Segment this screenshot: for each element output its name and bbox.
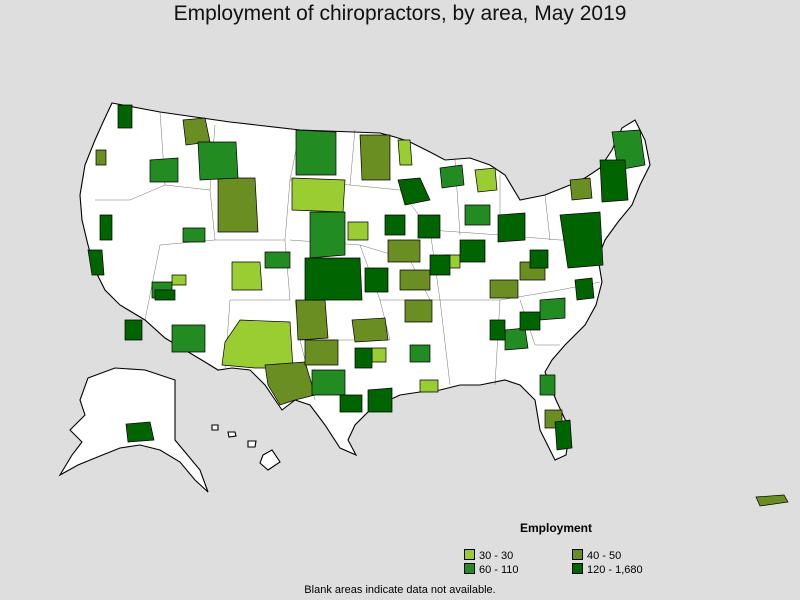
area [504,327,529,351]
area [419,379,439,393]
area [489,319,506,341]
area [347,221,369,241]
area [399,269,431,291]
area [539,374,556,396]
area [387,239,421,263]
area [295,129,337,176]
area [519,311,541,331]
hawaii-maui [247,440,257,448]
legend-item-120-1680: 120 - 1,680 [572,563,643,576]
area [154,289,176,301]
area [574,277,595,301]
area [124,319,143,341]
area [221,319,294,369]
area [125,421,155,443]
area [171,274,187,286]
footnote: Blank areas indicate data not available. [304,584,496,596]
area [599,159,629,203]
area [554,419,573,451]
area [559,211,604,269]
area [309,211,346,259]
legend-label: 120 - 1,680 [587,564,643,576]
legend-swatch [572,549,583,560]
legend-label: 60 - 110 [479,564,519,576]
legend-title: Employment [520,521,593,535]
area [474,167,498,193]
area [464,204,491,226]
area [417,214,441,239]
area [569,177,593,201]
area [409,344,431,363]
area [371,347,387,363]
area [384,214,406,236]
area [182,227,206,243]
legend-label: 40 - 50 [587,550,622,562]
area [295,299,329,341]
legend-item-60-110: 60 - 110 [464,563,519,576]
hawaii-kauai [211,424,219,431]
area [95,149,107,166]
area [359,134,391,181]
area [459,239,486,263]
area [304,257,363,301]
puerto-rico [755,494,789,507]
map-title: Employment of chiropractors, by area, Ma… [173,2,627,25]
legend-swatch [572,563,583,574]
area [404,299,433,323]
hawaii-oahu [227,431,237,438]
legend-swatch [464,563,475,574]
area-fills [87,104,646,451]
legend-swatch [464,549,475,560]
area [304,339,339,366]
area [197,141,239,181]
area [489,279,519,299]
area [87,249,105,276]
area [117,104,133,129]
area [231,261,263,291]
area [339,394,363,413]
area [397,139,413,166]
area [539,297,566,321]
area [529,249,549,269]
area [217,177,259,233]
area [429,254,451,276]
area [171,324,206,353]
hawaii-island [259,449,281,471]
area [367,387,393,413]
area [397,177,431,206]
area [149,157,179,183]
area [291,177,346,213]
area [311,369,346,396]
area [351,317,389,343]
area [182,117,211,146]
area [439,164,465,189]
area [497,212,526,243]
legend-item-30-30: 30 - 30 [464,549,513,562]
legend-item-40-50: 40 - 50 [572,549,621,562]
area [354,347,373,369]
area [264,251,291,269]
area [364,267,389,293]
legend-label: 30 - 30 [479,550,514,562]
area [99,214,113,241]
